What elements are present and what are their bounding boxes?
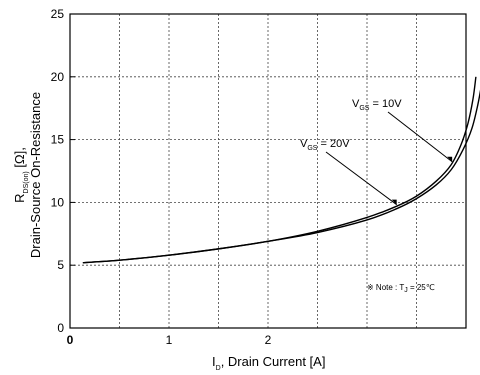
- grid: [70, 14, 466, 328]
- y-axis-label-line2: Drain-Source On-Resistance: [28, 92, 43, 258]
- y-tick-label: 5: [57, 258, 64, 272]
- y-tick-label: 15: [51, 133, 65, 147]
- series-curves: [82, 76, 480, 264]
- series-line-0: [82, 76, 477, 264]
- x-tick-label: 0: [67, 333, 74, 347]
- series-line-1: [82, 89, 480, 264]
- y-tick-label: 10: [51, 195, 65, 209]
- x-axis-label: ID, Drain Current [A]: [212, 354, 325, 372]
- x-tick-label: 2: [265, 333, 272, 347]
- vgs10-arrow: [387, 111, 453, 163]
- tick-labels: 0 5 10 15 20 25 0 1 2: [51, 7, 272, 347]
- x-tick-label: 1: [166, 333, 173, 347]
- y-tick-label: 20: [51, 70, 65, 84]
- vgs20-arrow: [325, 151, 397, 206]
- y-tick-label: 0: [57, 321, 64, 335]
- vgs10-label: VGS = 10V: [352, 98, 402, 112]
- y-tick-label: 25: [51, 7, 65, 21]
- series-label-vgs20: VGS = 20V: [300, 138, 397, 206]
- note: ※ Note : TJ = 25℃: [367, 283, 435, 294]
- plot-frame: [69, 13, 467, 329]
- vgs20-label: VGS = 20V: [300, 138, 350, 152]
- y-axis-label-line1: RDS(on) [Ω],: [12, 147, 30, 203]
- series-label-vgs10: VGS = 10V: [352, 98, 453, 163]
